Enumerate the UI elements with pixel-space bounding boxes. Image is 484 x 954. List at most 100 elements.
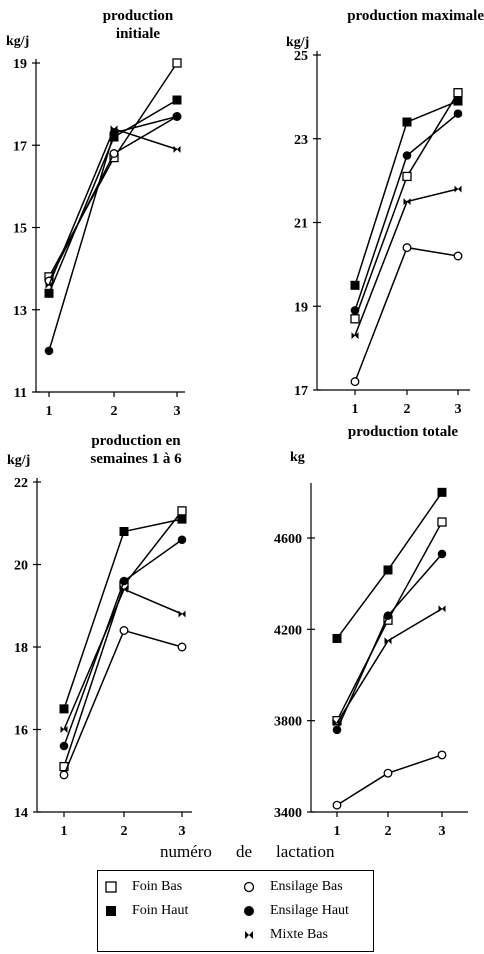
y-tick-label: 21	[294, 217, 308, 232]
data-point	[59, 741, 69, 751]
data-point	[351, 332, 359, 340]
filled-square-icon	[106, 906, 116, 916]
chart-title: production initiale	[103, 8, 174, 42]
series-line	[354, 113, 459, 311]
y-tick-label: 17	[294, 384, 308, 399]
x-tick-label: 1	[334, 824, 341, 839]
chart-title: production totale	[348, 424, 458, 440]
y-tick-label: 25	[294, 49, 308, 64]
series-foin-bas	[350, 88, 463, 324]
x-tick-label: 1	[352, 402, 359, 417]
filled-circle-icon	[244, 906, 254, 916]
series-ensilage-haut	[59, 535, 187, 751]
legend-item-ensilage-haut: Ensilage Haut	[242, 903, 349, 919]
data-point	[453, 109, 463, 118]
data-point	[178, 610, 186, 618]
series-ensilage-haut	[332, 549, 447, 735]
series-mixte-bas	[60, 585, 186, 733]
legend-label: Foin Haut	[132, 903, 189, 918]
legend-label: Foin Bas	[132, 879, 183, 894]
y-axis-label: kg/j	[6, 34, 29, 49]
data-point	[402, 117, 412, 127]
series-line	[354, 246, 459, 382]
legend-label: Ensilage Haut	[270, 903, 349, 918]
y-tick-label: 11	[14, 386, 27, 401]
data-point	[173, 145, 181, 153]
y-tick-label: 19	[294, 300, 308, 315]
open-square-icon	[105, 881, 117, 893]
series-ensilage-haut	[44, 112, 182, 356]
chart-title-line: semaines 1 à 6	[90, 451, 182, 467]
x-tick-label: 3	[455, 402, 462, 417]
data-point	[120, 585, 128, 593]
data-point	[119, 576, 129, 586]
data-point	[332, 725, 342, 735]
chart-title-line: production	[103, 8, 174, 24]
legend-item-foin-bas: Foin Bas	[104, 879, 182, 895]
legend-item-mixte-bas: Mixte Bas	[242, 927, 328, 943]
data-point	[45, 281, 53, 289]
x-tick-label: 1	[46, 404, 53, 419]
series-ensilage-bas	[350, 243, 463, 387]
legend-item-foin-haut: Foin Haut	[104, 903, 188, 919]
series-line	[63, 629, 183, 776]
data-point	[119, 626, 129, 635]
data-point	[384, 637, 392, 645]
series-line	[63, 588, 183, 730]
data-point	[110, 125, 118, 133]
legend: Foin Bas Foin Haut Ensilage Bas Ensilage…	[97, 870, 374, 952]
data-point	[453, 251, 463, 261]
x-axis-label-word-1: numéro	[160, 842, 212, 861]
bowtie-icon	[245, 931, 253, 939]
data-point	[437, 517, 447, 527]
data-point	[332, 800, 342, 810]
data-point	[332, 633, 342, 643]
x-tick-label: 3	[439, 824, 446, 839]
chart-title-line: initiale	[116, 26, 161, 42]
chart-panel-4: production totale kg 3400 3800 4200 4600 1 2 3	[274, 424, 468, 839]
data-point	[44, 288, 54, 298]
data-point	[350, 306, 360, 315]
chart-panel-3: production en semaines 1 à 6 kg/j 14 16 18 20 2…	[7, 433, 192, 839]
data-point	[402, 171, 412, 182]
x-tick-label: 2	[111, 404, 118, 419]
data-point	[453, 96, 463, 106]
data-point	[350, 314, 360, 324]
data-point	[172, 58, 182, 68]
y-tick-label: 3800	[274, 715, 302, 730]
y-tick-label: 18	[14, 641, 28, 656]
x-axis-label-word-2: de	[236, 842, 253, 861]
x-tick-label: 2	[385, 824, 392, 839]
data-point	[119, 527, 129, 536]
y-tick-label: 22	[14, 476, 28, 491]
data-point	[177, 642, 187, 652]
x-tick-label: 3	[179, 824, 186, 839]
series-foin-haut	[59, 514, 187, 714]
data-point	[437, 549, 447, 559]
chart-title: production maximale	[347, 8, 484, 24]
data-point	[177, 514, 187, 524]
series-foin-bas	[59, 506, 187, 772]
series-foin-haut	[350, 96, 463, 290]
legend-item-ensilage-bas: Ensilage Bas	[242, 879, 343, 895]
y-axis-label: kg	[290, 450, 305, 465]
x-axis-label-word-3: lactation	[276, 842, 335, 861]
data-point	[109, 149, 119, 158]
chart-title-line: production en	[91, 433, 181, 449]
y-tick-label: 20	[14, 559, 28, 574]
data-point	[59, 770, 69, 780]
y-tick-label: 13	[13, 304, 27, 319]
data-point	[454, 185, 462, 193]
data-point	[437, 750, 447, 760]
x-tick-label: 3	[174, 404, 181, 419]
y-tick-label: 17	[13, 139, 27, 154]
chart-title-line: production totale	[348, 424, 458, 440]
series-mixte-bas	[45, 125, 181, 289]
data-point	[383, 565, 393, 575]
open-circle-icon	[243, 881, 255, 893]
data-point	[402, 243, 412, 253]
data-point	[350, 280, 360, 290]
chart-panel-1: production initiale kg/j 11 13 15 17 19 1 2 3	[6, 8, 185, 419]
